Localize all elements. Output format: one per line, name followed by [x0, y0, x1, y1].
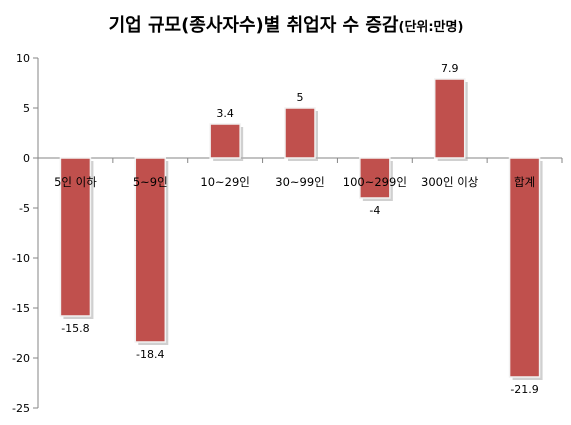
bars [59, 78, 543, 380]
bar [359, 157, 391, 199]
chart-title-main: 기업 규모(종사자수)별 취업자 수 증감 [109, 15, 399, 36]
bar [508, 157, 541, 378]
data-label: -18.4 [136, 348, 164, 361]
chart-title: 기업 규모(종사자수)별 취업자 수 증감(단위:만명) [109, 15, 464, 36]
bar [284, 107, 316, 159]
y-tick-label: -10 [12, 252, 30, 265]
chart-title-unit: (단위:만명) [399, 19, 464, 35]
data-label: 3.4 [216, 107, 234, 120]
y-tick-label: -15 [12, 302, 30, 315]
labels: 5인 이하 -15.8 5~9인 -18.4 10~29인 3.4 30~99인 5 100~2… [54, 62, 539, 396]
data-label: 7.9 [441, 62, 459, 75]
x-tick-label: 100~299인 [343, 175, 407, 189]
x-tick-label: 5인 이하 [54, 175, 97, 189]
data-label: -21.9 [510, 383, 538, 396]
x-tick-label: 10~29인 [200, 175, 249, 189]
y-tick-label: 0 [23, 152, 30, 165]
y-tick-label: 5 [23, 102, 30, 115]
y-tick-label: -5 [19, 202, 30, 215]
data-label: -4 [369, 204, 380, 217]
data-label: -15.8 [61, 322, 89, 335]
x-tick-label: 합계 [514, 175, 535, 189]
y-tick-label: 10 [16, 52, 30, 65]
bar [134, 157, 167, 343]
axes: 10 5 0 -5 -10 -15 -20 -25 [12, 52, 563, 415]
bar [59, 157, 92, 317]
x-tick-label: 5~9인 [133, 175, 168, 189]
y-tick-label: -25 [12, 402, 30, 415]
data-label: 5 [297, 91, 304, 104]
bar [209, 123, 241, 159]
y-tick-label: -20 [12, 352, 30, 365]
x-tick-label: 30~99인 [275, 175, 324, 189]
bar [433, 78, 466, 159]
x-tick-label: 300인 이상 [421, 175, 479, 189]
